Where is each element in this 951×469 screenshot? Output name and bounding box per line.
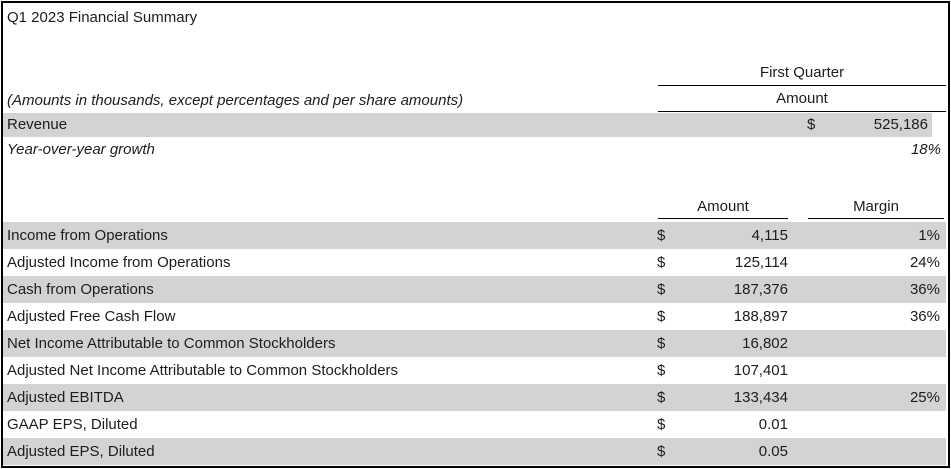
column-group-header-first-quarter: First Quarter (658, 61, 946, 86)
table-row-gaap-eps-diluted: GAAP EPS, Diluted $ 0.01 (3, 411, 946, 438)
currency-symbol: $ (657, 308, 666, 325)
currency-symbol: $ (657, 443, 666, 460)
row-label: Income from Operations (7, 227, 168, 244)
row-label: Adjusted EPS, Diluted (7, 443, 155, 460)
column-header-amount: Amount (658, 195, 788, 219)
table-row-net-income: Net Income Attributable to Common Stockh… (3, 330, 946, 357)
table-row-adjusted-ebitda: Adjusted EBITDA $ 133,434 25% (3, 384, 946, 411)
column-header-margin: Margin (808, 195, 944, 219)
table-row-adjusted-eps-diluted: Adjusted EPS, Diluted $ 0.05 (3, 438, 946, 465)
margin-value: 25% (909, 389, 940, 406)
currency-symbol: $ (807, 116, 816, 133)
table-row-income-from-operations: Income from Operations $ 4,115 1% (3, 222, 946, 249)
row-label: Adjusted Net Income Attributable to Comm… (7, 362, 399, 379)
amount-value: 187,376 (733, 281, 788, 298)
amounts-note: (Amounts in thousands, except percentage… (7, 92, 464, 109)
amount-value: 0.01 (758, 416, 788, 433)
row-label: Cash from Operations (7, 281, 154, 298)
table-row-adjusted-net-income: Adjusted Net Income Attributable to Comm… (3, 357, 946, 384)
row-label: GAAP EPS, Diluted (7, 416, 138, 433)
amount-value: 125,114 (734, 254, 788, 271)
amount-value: 188,897 (733, 308, 788, 325)
row-value: 18% (910, 141, 941, 158)
margin-value: 1% (918, 227, 940, 244)
table-row-revenue: Revenue $ 525,186 (3, 113, 932, 137)
currency-symbol: $ (657, 416, 666, 433)
table-row-adjusted-free-cash-flow: Adjusted Free Cash Flow $ 188,897 36% (3, 303, 946, 330)
amount-value: 4,115 (751, 227, 788, 244)
currency-symbol: $ (657, 389, 666, 406)
row-label: Net Income Attributable to Common Stockh… (7, 335, 336, 352)
table-row-cash-from-operations: Cash from Operations $ 187,376 36% (3, 276, 946, 303)
currency-symbol: $ (657, 254, 666, 271)
row-value: 525,186 (873, 116, 928, 133)
margin-value: 24% (909, 254, 940, 271)
currency-symbol: $ (657, 227, 666, 244)
currency-symbol: $ (657, 335, 666, 352)
amount-value: 107,401 (733, 362, 788, 379)
row-label: Adjusted Income from Operations (7, 254, 231, 271)
row-label: Adjusted EBITDA (7, 389, 124, 406)
amount-value: 16,802 (742, 335, 788, 352)
margin-value: 36% (909, 308, 940, 325)
row-label: Adjusted Free Cash Flow (7, 308, 176, 325)
row-label: Year-over-year growth (7, 141, 155, 158)
column-header-amount-top: Amount (658, 87, 946, 112)
amount-value: 133,434 (733, 389, 788, 406)
row-label: Revenue (7, 116, 68, 133)
table-row-yoy-growth: Year-over-year growth 18% (3, 137, 946, 162)
currency-symbol: $ (657, 281, 666, 298)
page-title: Q1 2023 Financial Summary (7, 9, 198, 26)
currency-symbol: $ (657, 362, 666, 379)
margin-value: 36% (909, 281, 940, 298)
amount-value: 0.05 (758, 443, 788, 460)
table-row-adjusted-income-from-operations: Adjusted Income from Operations $ 125,11… (3, 249, 946, 276)
